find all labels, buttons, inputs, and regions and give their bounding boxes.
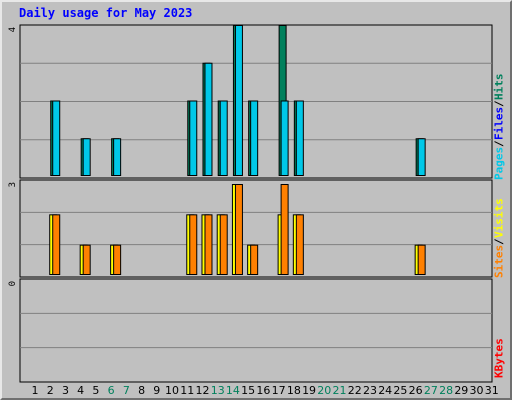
- chart-title: Daily usage for May 2023: [19, 6, 193, 20]
- bar-sites-day-2: [52, 214, 61, 275]
- x-tick-label-day-12: 12: [195, 384, 209, 397]
- x-tick-label-day-21: 21: [333, 384, 347, 397]
- bottom-panel-legend: KBytes: [492, 286, 506, 378]
- x-tick-label-day-22: 22: [348, 384, 362, 397]
- legend-sep-2: /: [492, 100, 506, 108]
- bar-pages-day-15: [250, 100, 259, 176]
- x-tick-label-day-31: 31: [485, 384, 499, 397]
- legend-kbytes: KBytes: [492, 338, 506, 378]
- bar-sites-day-6: [113, 244, 122, 276]
- bar-pages-day-11: [189, 100, 198, 176]
- bar-sites-day-13: [219, 214, 228, 275]
- x-tick-label-day-27: 27: [424, 384, 438, 397]
- bar-sites-day-14: [234, 184, 243, 275]
- panel-1-axis-max-label: 4: [8, 27, 18, 32]
- bar-sites-day-18: [295, 214, 304, 275]
- x-tick-label-day-20: 20: [317, 384, 331, 397]
- x-tick-label-day-17: 17: [272, 384, 286, 397]
- x-tick-label-day-5: 5: [92, 384, 99, 397]
- legend-sep-3: /: [492, 238, 506, 245]
- x-tick-label-day-16: 16: [256, 384, 270, 397]
- x-tick-label-day-29: 29: [454, 384, 468, 397]
- x-tick-label-day-7: 7: [123, 384, 130, 397]
- x-tick-label-day-2: 2: [47, 384, 54, 397]
- middle-panel-legend: Sites / Visits: [492, 186, 506, 279]
- x-tick-label-day-14: 14: [226, 384, 240, 397]
- bar-sites-day-11: [189, 214, 198, 275]
- x-tick-label-day-1: 1: [32, 384, 39, 397]
- x-tick-label-day-10: 10: [165, 384, 179, 397]
- bar-pages-day-14: [234, 25, 243, 176]
- x-tick-label-day-11: 11: [180, 384, 194, 397]
- panel-2-axis-max-label: 3: [8, 182, 18, 187]
- bar-pages-day-6: [113, 138, 122, 176]
- legend-sites: Sites: [492, 244, 506, 278]
- legend-sep-1: /: [492, 140, 506, 147]
- x-tick-label-day-6: 6: [108, 384, 115, 397]
- legend-pages: Pages: [492, 146, 506, 180]
- legend-hits: Hits: [492, 74, 506, 101]
- bar-sites-day-12: [204, 214, 213, 275]
- bar-pages-day-13: [219, 100, 228, 176]
- panel-3-area: [19, 278, 493, 383]
- bar-sites-day-4: [82, 244, 91, 276]
- x-tick-label-day-26: 26: [409, 384, 423, 397]
- x-tick-label-day-8: 8: [138, 384, 145, 397]
- bar-sites-day-17: [280, 184, 289, 275]
- x-tick-label-day-28: 28: [439, 384, 453, 397]
- top-panel-legend: Pages / Files / Hits: [492, 26, 506, 180]
- x-tick-label-day-24: 24: [378, 384, 392, 397]
- x-tick-label-day-18: 18: [287, 384, 301, 397]
- x-tick-label-day-30: 30: [470, 384, 484, 397]
- bar-pages-day-2: [52, 100, 61, 176]
- legend-files: Files: [492, 107, 506, 141]
- x-tick-label-day-19: 19: [302, 384, 316, 397]
- legend-visits: Visits: [492, 198, 506, 239]
- panel-3-axis-max-label: 0: [8, 281, 18, 286]
- x-tick-label-day-3: 3: [62, 384, 69, 397]
- bar-sites-day-26: [417, 244, 426, 276]
- bar-pages-day-4: [82, 138, 91, 176]
- x-tick-label-day-9: 9: [153, 384, 160, 397]
- bar-pages-day-18: [295, 100, 304, 176]
- x-tick-label-day-15: 15: [241, 384, 255, 397]
- bar-pages-day-17: [280, 100, 289, 176]
- bar-pages-day-12: [204, 62, 213, 176]
- x-tick-label-day-25: 25: [393, 384, 407, 397]
- bar-pages-day-26: [417, 138, 426, 176]
- x-tick-label-day-13: 13: [211, 384, 225, 397]
- x-tick-label-day-23: 23: [363, 384, 377, 397]
- x-tick-label-day-4: 4: [77, 384, 84, 397]
- bar-sites-day-15: [250, 244, 259, 276]
